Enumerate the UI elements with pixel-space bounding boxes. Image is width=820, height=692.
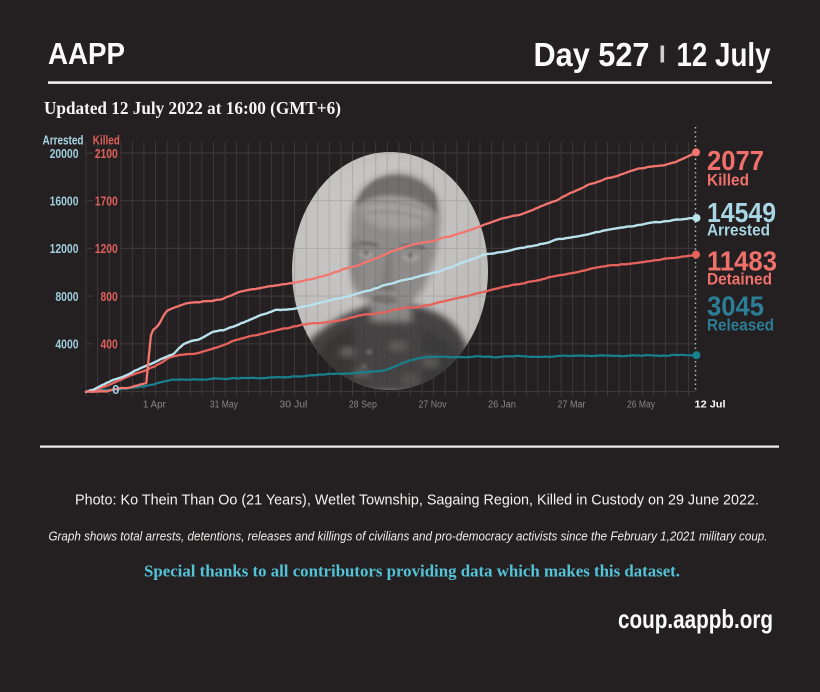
svg-text:12 July: 12 July: [677, 36, 772, 73]
svg-text:30 Jul: 30 Jul: [279, 399, 307, 410]
svg-text:AAPP: AAPP: [48, 36, 125, 71]
svg-text:Day 527: Day 527: [534, 36, 650, 73]
svg-text:12000: 12000: [50, 241, 79, 256]
svg-text:14549: 14549: [707, 197, 776, 228]
svg-text:28 Sep: 28 Sep: [349, 399, 377, 410]
svg-text:27 Mar: 27 Mar: [558, 399, 587, 410]
svg-text:Killed: Killed: [93, 134, 120, 148]
svg-text:Killed: Killed: [707, 172, 749, 190]
svg-text:2077: 2077: [707, 145, 764, 176]
svg-text:11483: 11483: [707, 246, 777, 277]
svg-text:Detained: Detained: [707, 271, 772, 289]
svg-text:400: 400: [101, 337, 118, 352]
svg-text:Updated 12 July 2022 at 16:00: Updated 12 July 2022 at 16:00 (GMT+6): [44, 98, 341, 118]
svg-text:1700: 1700: [95, 194, 118, 209]
svg-text:26 Jan: 26 Jan: [488, 399, 516, 410]
svg-text:Arrested: Arrested: [43, 134, 84, 148]
svg-text:12 Jul: 12 Jul: [695, 399, 726, 410]
svg-text:31 May: 31 May: [210, 399, 238, 410]
svg-text:16000: 16000: [50, 194, 79, 209]
svg-text:27 Nov: 27 Nov: [419, 399, 447, 410]
svg-text:Special thanks to all contribu: Special thanks to all contributors provi…: [144, 562, 680, 581]
svg-text:3045: 3045: [707, 291, 764, 322]
svg-text:20000: 20000: [50, 146, 79, 161]
svg-text:Released: Released: [707, 317, 774, 335]
svg-text:1 Apr: 1 Apr: [143, 399, 167, 410]
svg-text:8000: 8000: [55, 289, 78, 304]
svg-text:26 May: 26 May: [627, 399, 655, 410]
svg-text:2100: 2100: [95, 146, 118, 161]
svg-text:800: 800: [101, 289, 118, 304]
svg-text:0: 0: [112, 382, 119, 397]
svg-text:Photo: Ko Thein Than Oo (21 Y: Photo: Ko Thein Than Oo (21 Years), Wetl…: [75, 493, 759, 509]
svg-text:4000: 4000: [55, 337, 78, 352]
svg-text:Arrested: Arrested: [707, 222, 770, 240]
svg-text:Graph shows total arrests, det: Graph shows total arrests, detentions, r…: [49, 529, 768, 544]
svg-text:1200: 1200: [95, 241, 118, 256]
svg-text:coup.aappb.org: coup.aappb.org: [618, 604, 773, 634]
